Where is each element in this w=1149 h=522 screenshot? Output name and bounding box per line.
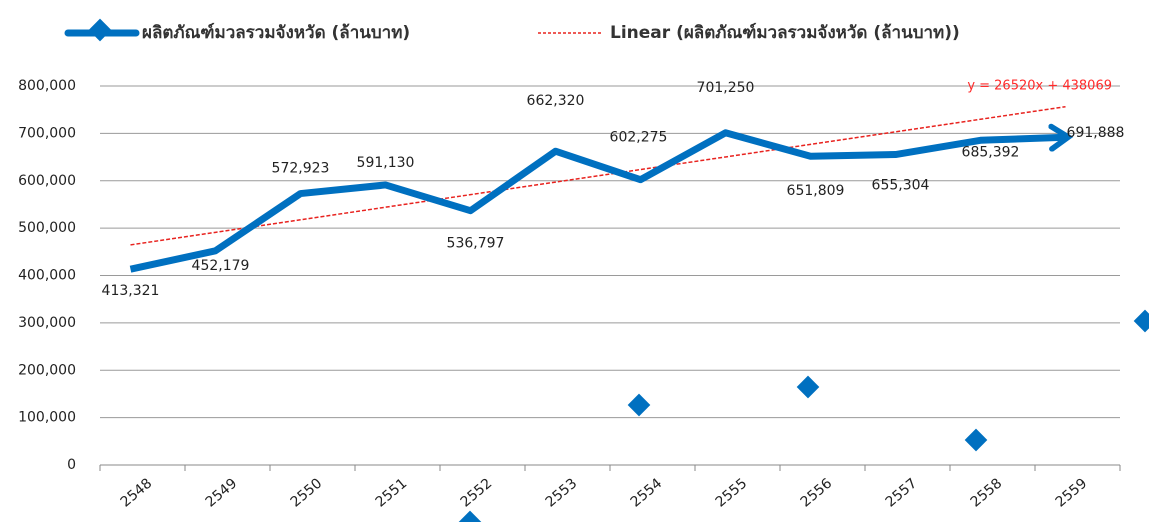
x-tick-label: 2549: [203, 475, 241, 510]
stray-markers: [458, 309, 1149, 522]
x-tick-label: 2548: [118, 475, 156, 510]
stray-marker: [627, 393, 651, 417]
x-tick-label: 2558: [968, 475, 1006, 510]
trend-equation: y = 26520x + 438069: [967, 79, 1112, 94]
y-tick-label: 400,000: [18, 268, 76, 284]
y-tick-label: 100,000: [18, 410, 76, 426]
data-label: 691,888: [1067, 125, 1125, 141]
data-line: [129, 123, 1074, 273]
data-label: 685,392: [962, 144, 1020, 160]
stray-marker: [964, 428, 988, 452]
legend-label: ผลิตภัณฑ์มวลรวมจังหวัด (ล้านบาท): [142, 22, 410, 43]
x-tick-label: 2559: [1053, 475, 1091, 510]
stray-marker: [1133, 309, 1149, 333]
data-label: 591,130: [357, 155, 415, 171]
y-tick-label: 200,000: [18, 362, 76, 378]
y-tick-label: 500,000: [18, 220, 76, 236]
x-tick-label: 2555: [713, 475, 751, 510]
stray-marker: [458, 510, 482, 522]
legend: ผลิตภัณฑ์มวลรวมจังหวัด (ล้านบาท) Linear …: [64, 18, 960, 43]
data-label: 651,809: [787, 183, 845, 199]
y-tick-label: 300,000: [18, 315, 76, 331]
data-label: 602,275: [610, 130, 668, 146]
x-tick-label: 2554: [628, 475, 666, 510]
x-tick-label: 2557: [883, 475, 921, 510]
x-tick-label: 2556: [798, 475, 836, 510]
trend-line: [130, 105, 1066, 246]
x-tick-label: 2552: [458, 475, 496, 510]
data-label: 701,250: [697, 80, 755, 96]
data-label: 655,304: [872, 178, 930, 194]
y-tick-label: 800,000: [18, 78, 76, 94]
y-tick-label: 600,000: [18, 173, 76, 189]
y-tick-label: 0: [67, 457, 76, 473]
x-tick-label: 2551: [373, 475, 411, 510]
data-label: 536,797: [447, 236, 505, 252]
data-label: 413,321: [102, 283, 160, 299]
x-tick-label: 2550: [288, 475, 326, 510]
y-tick-label: 700,000: [18, 125, 76, 141]
data-label: 572,923: [272, 161, 330, 177]
stray-marker: [796, 375, 820, 399]
x-tick-label: 2553: [543, 475, 581, 510]
data-label: 662,320: [527, 93, 585, 109]
legend-label: Linear (ผลิตภัณฑ์มวลรวมจังหวัด (ล้านบาท)…: [610, 22, 960, 43]
data-label: 452,179: [192, 258, 250, 274]
legend-marker: [88, 18, 112, 42]
